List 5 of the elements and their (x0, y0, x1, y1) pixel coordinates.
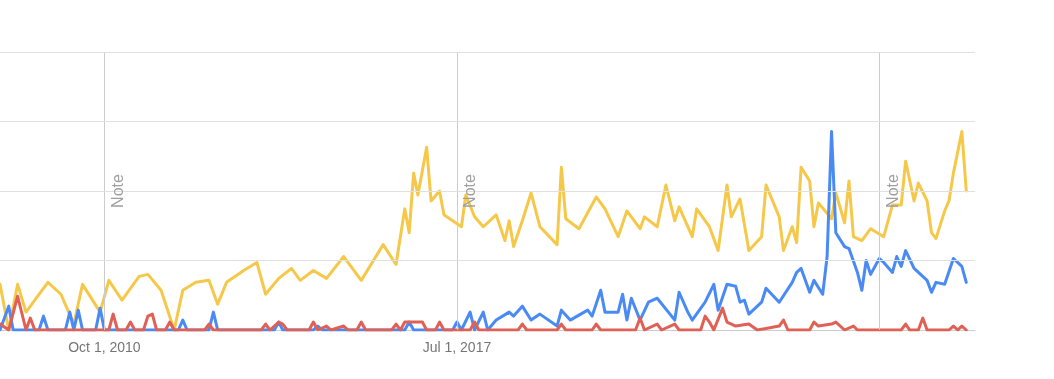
x-tick-label: Jul 1, 2017 (422, 339, 492, 355)
ref-line-label: Note (883, 174, 901, 208)
x-tick-label: Oct 1, 2010 (68, 339, 141, 355)
ref-line-label: Note (108, 174, 126, 208)
ref-line-label: Note (461, 174, 479, 208)
